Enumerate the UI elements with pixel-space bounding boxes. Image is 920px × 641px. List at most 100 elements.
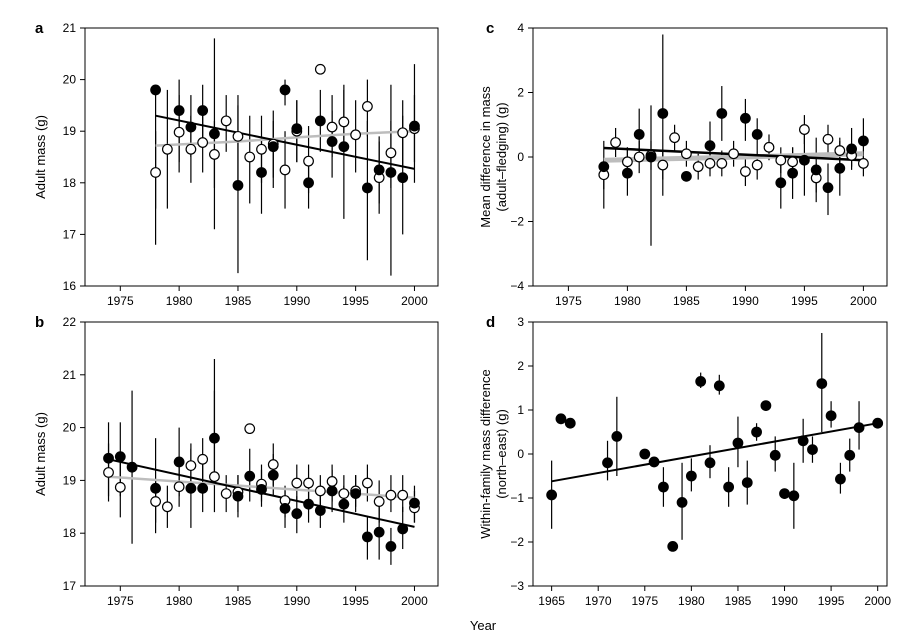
x-tick-label: 1965 <box>538 594 565 608</box>
data-point-open <box>385 489 397 501</box>
data-point-filled <box>797 435 809 447</box>
data-point-filled <box>835 473 846 485</box>
x-tick-label: 2000 <box>850 294 877 308</box>
x-tick-label: 1995 <box>791 294 818 308</box>
data-point-open <box>220 115 232 127</box>
y-tick-label: 16 <box>63 279 77 293</box>
x-tick-label: 2000 <box>401 594 428 608</box>
data-point-open <box>338 116 350 128</box>
data-point-filled <box>267 141 279 153</box>
y-tick-label: −4 <box>510 279 524 293</box>
data-point-filled <box>787 167 798 179</box>
data-point-filled <box>303 498 314 510</box>
data-point-filled <box>197 482 209 494</box>
x-tick-label: 1985 <box>673 294 700 308</box>
y-tick-label: 18 <box>63 526 77 540</box>
data-point-open <box>716 158 728 169</box>
data-point-filled <box>244 470 256 482</box>
data-point-filled <box>602 457 613 469</box>
data-point-filled <box>173 105 185 116</box>
data-point-open <box>185 143 197 155</box>
data-point-open <box>622 156 633 168</box>
x-tick-label: 2000 <box>401 294 428 308</box>
data-point-open <box>326 121 338 133</box>
y-tick-label: 18 <box>63 176 77 190</box>
data-point-open <box>256 143 267 155</box>
data-point-filled <box>185 482 197 494</box>
data-point-filled <box>350 488 362 500</box>
data-point-filled <box>150 84 162 96</box>
x-tick-label: 1980 <box>614 294 641 308</box>
x-tick-label: 1980 <box>166 294 193 308</box>
data-point-filled <box>209 432 220 444</box>
data-point-open <box>209 149 220 160</box>
data-point-filled <box>564 417 576 429</box>
data-point-filled <box>657 108 669 119</box>
data-point-filled <box>314 115 326 127</box>
data-point-open <box>209 471 220 483</box>
data-point-filled <box>633 129 645 140</box>
data-point-filled <box>362 182 373 194</box>
data-point-filled <box>704 140 716 152</box>
y-tick-label: −3 <box>510 579 524 593</box>
data-point-filled <box>555 413 567 425</box>
y-tick-label: 22 <box>63 315 77 329</box>
data-point-filled <box>126 461 138 473</box>
data-point-filled <box>373 526 385 538</box>
x-tick-label: 2000 <box>864 594 891 608</box>
x-tick-label: 1990 <box>283 294 310 308</box>
data-point-open <box>362 101 373 112</box>
data-point-open <box>751 159 763 171</box>
x-tick-label: 1975 <box>555 294 582 308</box>
data-point-filled <box>385 541 397 552</box>
data-point-filled <box>799 154 810 166</box>
y-tick-label: −2 <box>510 215 524 229</box>
x-tick-label: 1980 <box>678 594 705 608</box>
shared-x-axis-title: Year <box>470 618 497 633</box>
data-point-filled <box>704 457 716 469</box>
x-tick-label: 1995 <box>818 594 845 608</box>
data-point-open <box>291 477 303 489</box>
trend-line-1 <box>155 129 415 147</box>
data-point-open <box>303 155 314 167</box>
data-point-open <box>350 129 362 141</box>
data-point-open <box>232 130 244 142</box>
data-point-open <box>787 156 798 168</box>
data-point-open <box>326 476 338 487</box>
data-point-open <box>763 141 775 153</box>
panel-a: a 1975 1980 1985 1990 1995 2000 16 17 18 19 20 21 Adu… <box>33 20 439 308</box>
x-tick-label: 1985 <box>225 594 252 608</box>
data-point-filled <box>256 167 267 178</box>
x-tick-label: 1990 <box>771 594 798 608</box>
data-point-open <box>834 145 846 156</box>
y-tick-label: 3 <box>517 315 524 329</box>
y-tick-label: 0 <box>517 150 524 164</box>
data-point-filled <box>872 417 884 429</box>
plot-frame <box>84 321 439 587</box>
data-point-open <box>150 167 162 178</box>
data-point-filled <box>291 123 303 135</box>
data-point-filled <box>834 162 846 174</box>
y-axis-title-line2: (adult–fledging) (g) <box>494 102 509 211</box>
data-point-open <box>303 477 314 489</box>
y-tick-label: 20 <box>63 73 77 87</box>
data-point-filled <box>760 400 772 412</box>
y-tick-label: 2 <box>517 86 524 100</box>
data-point-open <box>373 496 385 507</box>
data-point-filled <box>291 508 303 520</box>
data-point-filled <box>844 449 856 461</box>
data-point-open <box>150 496 162 507</box>
data-point-open <box>669 132 680 144</box>
data-point-open <box>385 147 397 159</box>
x-tick-label: 1995 <box>342 594 369 608</box>
data-point-open <box>728 148 739 160</box>
y-tick-label: 20 <box>63 421 77 435</box>
data-point-filled <box>825 410 837 422</box>
data-point-filled <box>209 128 220 140</box>
x-tick-label: 1990 <box>732 294 759 308</box>
data-point-filled <box>546 489 558 501</box>
data-point-open <box>220 488 232 500</box>
data-point-filled <box>338 141 350 153</box>
data-point-open <box>173 481 185 493</box>
